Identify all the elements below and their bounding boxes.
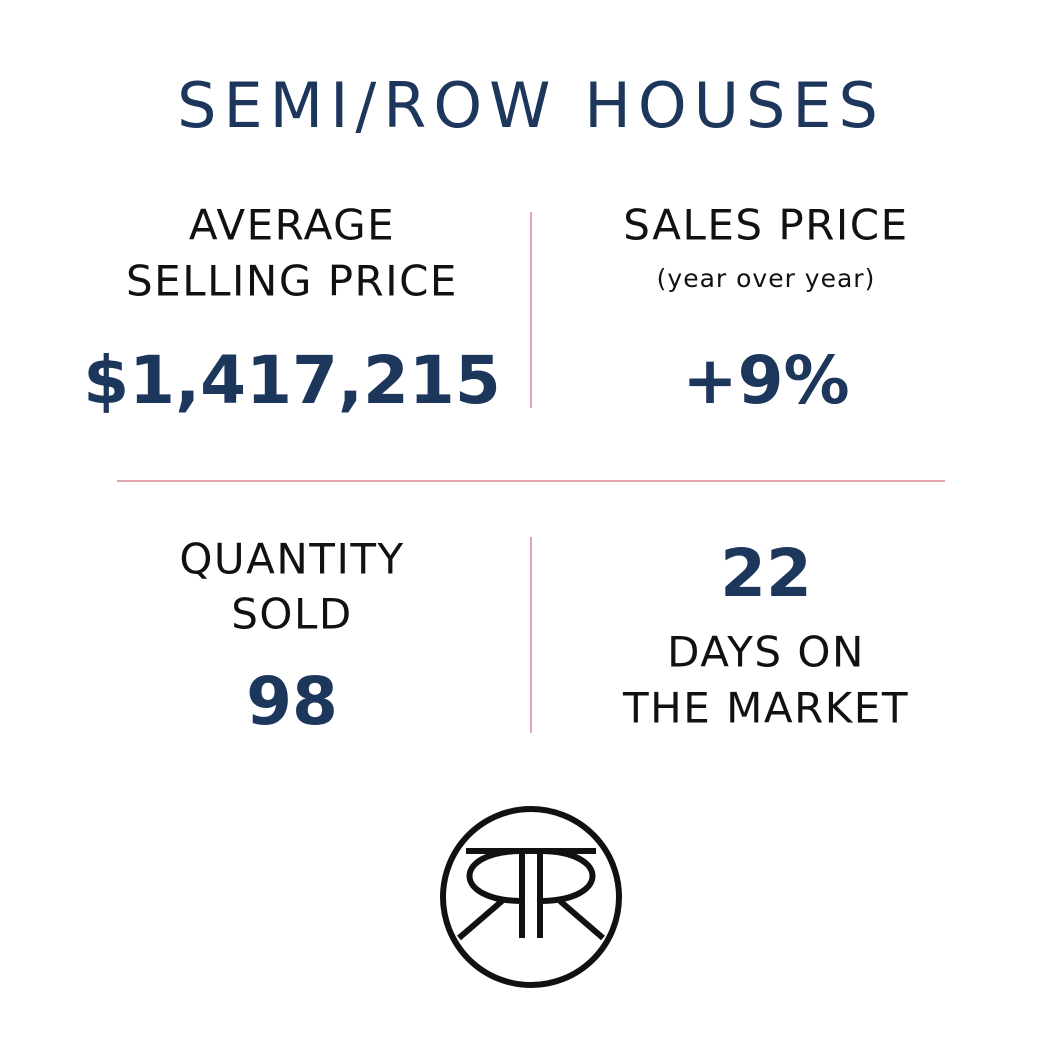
label: SELLING PRICE	[126, 257, 458, 306]
label: SOLD	[231, 590, 352, 639]
value: 22	[720, 535, 812, 612]
label: DAYS ON	[667, 628, 865, 677]
label: AVERAGE	[189, 201, 395, 250]
value: +9%	[682, 342, 849, 419]
label: THE MARKET	[622, 684, 909, 733]
value: 98	[246, 663, 338, 740]
label: SALES PRICE	[623, 201, 908, 250]
title: SEMI/ROW HOUSES	[177, 69, 885, 142]
label: QUANTITY	[179, 535, 404, 584]
logo	[440, 806, 622, 988]
note: (year over year)	[657, 264, 876, 293]
value: $1,417,215	[83, 342, 501, 419]
